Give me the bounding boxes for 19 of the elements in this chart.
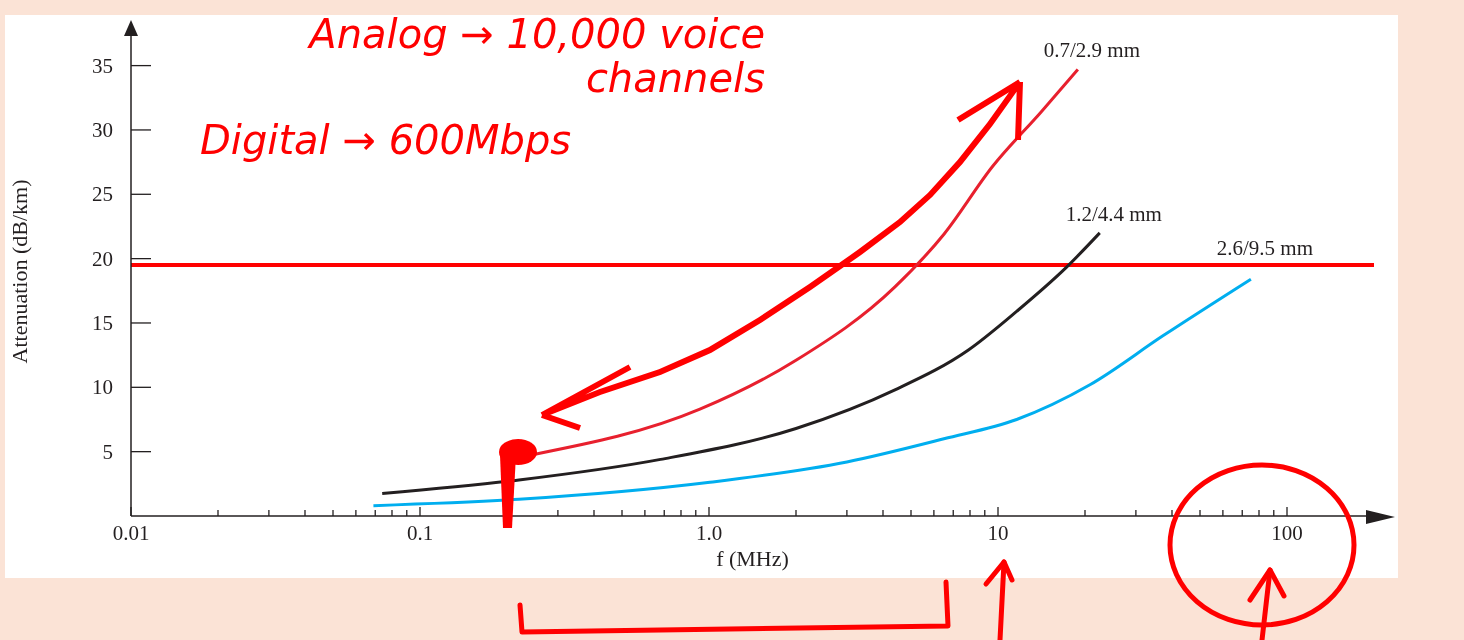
- y-axis-title: Attenuation (dB/km): [6, 179, 32, 364]
- y-tick-label: 15: [92, 310, 113, 335]
- y-tick-label: 20: [92, 246, 113, 271]
- y-tick-label: 25: [92, 182, 113, 207]
- x-tick-label: 100: [1271, 521, 1303, 545]
- x-tick-label: 0.01: [112, 521, 150, 545]
- y-tick-label: 30: [92, 117, 113, 142]
- series-label: 2.6/9.5 mm: [1216, 236, 1314, 261]
- series-label: 1.2/4.4 mm: [1065, 201, 1162, 226]
- y-tick-label: 5: [102, 439, 113, 464]
- x-tick-label: 1.0: [695, 521, 723, 545]
- annotation: Digital → 600Mbps: [200, 117, 572, 163]
- annotation: Analog → 10,000 voice channels: [306, 11, 765, 101]
- y-tick-label: 10: [92, 375, 113, 400]
- x-tick-label: 10: [987, 521, 1009, 545]
- x-axis-title: f (MHz): [716, 546, 789, 571]
- x-tick-label: 0.1: [406, 521, 434, 545]
- y-tick-label: 35: [92, 53, 113, 78]
- series-label: 0.7/2.9 mm: [1043, 38, 1141, 63]
